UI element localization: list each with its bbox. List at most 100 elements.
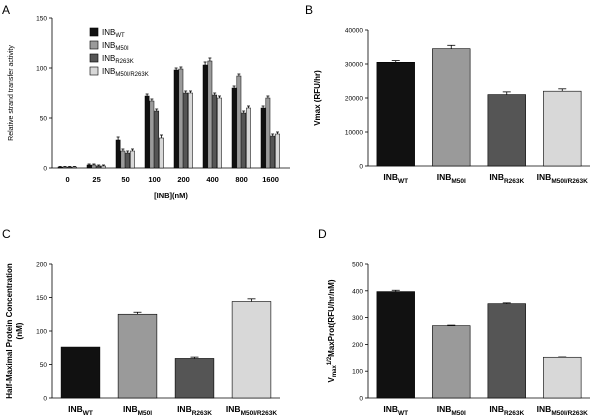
bar bbox=[149, 100, 155, 169]
y-tick-label: 100 bbox=[36, 66, 47, 73]
bar bbox=[246, 107, 251, 169]
x-axis-title: [INB](nM) bbox=[154, 191, 188, 200]
y-tick-label: 0 bbox=[43, 166, 47, 173]
bar bbox=[265, 97, 271, 169]
bar bbox=[270, 135, 276, 169]
x-tick-label: 50 bbox=[121, 175, 129, 184]
x-tick-label: 200 bbox=[177, 175, 190, 184]
y-tick-label: 0 bbox=[359, 164, 363, 171]
x-tick-label: INBWT bbox=[383, 404, 408, 417]
bar bbox=[115, 139, 121, 169]
bar bbox=[207, 60, 213, 169]
panel-letter-c: C bbox=[2, 227, 11, 241]
x-tick-label: 1600 bbox=[262, 175, 279, 184]
y-tick-label: 50 bbox=[40, 116, 48, 123]
y-tick-label: 100 bbox=[352, 369, 363, 376]
bar bbox=[91, 164, 97, 169]
bar bbox=[376, 61, 415, 167]
bar bbox=[202, 64, 208, 169]
legend-label-wt: INBWT bbox=[102, 28, 125, 39]
bar bbox=[173, 69, 179, 169]
legend-label-m50i-r263k: INBM50I/R263K bbox=[102, 67, 149, 78]
x-tick-label: INBR263K bbox=[177, 404, 212, 417]
x-tick-label: INBM50I/R263K bbox=[537, 404, 588, 417]
bar bbox=[188, 92, 193, 169]
y-tick-label: 0 bbox=[359, 396, 363, 403]
bar bbox=[86, 164, 92, 169]
y-tick-label: 0 bbox=[43, 396, 47, 403]
panel-b-chart: 0 10000 20000 30000 40000 INBWT INBM50I INBR263… bbox=[313, 28, 590, 185]
y-tick-label: 200 bbox=[352, 342, 363, 349]
bar bbox=[130, 150, 135, 169]
legend-swatch-m50i bbox=[89, 40, 99, 50]
bar bbox=[178, 68, 184, 169]
bar bbox=[543, 90, 582, 167]
bar bbox=[96, 165, 102, 169]
bar bbox=[231, 87, 237, 169]
bar bbox=[67, 166, 73, 169]
x-tick-label: 25 bbox=[92, 175, 100, 184]
x-tick-label: INBWT bbox=[383, 172, 408, 185]
bar bbox=[117, 313, 158, 399]
x-tick-label: 0 bbox=[66, 175, 70, 184]
bar bbox=[432, 48, 471, 167]
bar bbox=[241, 112, 247, 169]
y-tick-label: 100 bbox=[36, 329, 47, 336]
y-tick-label: 40000 bbox=[345, 28, 363, 35]
y-axis-title: Relative strand transfer activity bbox=[8, 45, 15, 141]
y-tick-label: 400 bbox=[352, 288, 363, 295]
legend: INBWT INBM50I INBR263K INBM50I/R263K bbox=[89, 27, 149, 78]
x-tick-label: INBM50I/R263K bbox=[226, 404, 277, 417]
x-tick-label: INBR263K bbox=[489, 404, 524, 417]
bar bbox=[159, 137, 164, 169]
bar bbox=[144, 95, 150, 169]
bar bbox=[236, 75, 242, 169]
y-tick-label: 10000 bbox=[345, 130, 363, 137]
bar bbox=[60, 346, 101, 399]
x-tick-label: INBM50I bbox=[437, 404, 466, 417]
x-tick-label: INBM50I/R263K bbox=[537, 172, 588, 185]
bar bbox=[231, 301, 272, 399]
bar bbox=[217, 97, 222, 169]
bar bbox=[62, 166, 68, 169]
bar bbox=[125, 152, 131, 169]
x-tick-label: INBM50I bbox=[437, 172, 466, 185]
y-tick-label: 150 bbox=[36, 16, 47, 23]
x-tick-label: INBR263K bbox=[489, 172, 524, 185]
bar bbox=[174, 358, 215, 399]
legend-label-m50i: INBM50I bbox=[102, 41, 129, 52]
bar bbox=[376, 291, 415, 399]
bar bbox=[260, 107, 266, 169]
bar bbox=[275, 133, 280, 169]
y-tick-label: 20000 bbox=[345, 96, 363, 103]
y-tick-label: 30000 bbox=[345, 62, 363, 69]
bar bbox=[543, 356, 582, 399]
panel-letter-a: A bbox=[2, 3, 10, 17]
y-tick-label: 200 bbox=[36, 262, 47, 269]
y-tick-label: 300 bbox=[352, 315, 363, 322]
x-tick-label: INBM50I bbox=[123, 404, 152, 417]
bar bbox=[120, 150, 126, 169]
legend-swatch-wt bbox=[89, 27, 99, 37]
bar bbox=[72, 166, 77, 169]
x-tick-label: 800 bbox=[235, 175, 248, 184]
y-axis-title: Half-Maximal Protein Concentration(nM) bbox=[5, 263, 24, 399]
bar bbox=[212, 94, 218, 169]
y-tick-label: 50 bbox=[40, 362, 48, 369]
bar bbox=[487, 94, 526, 167]
panel-d-chart: 0 100 200 300 400 500 INBWT INBM50I INBR263K INBM… bbox=[327, 262, 590, 417]
legend-swatch-m50i-r263k bbox=[89, 66, 99, 76]
bar bbox=[57, 166, 63, 169]
panel-a-chart: 0 50 100 150 0 25 50 100 200 400 800 1600 [INB](nM) R… bbox=[8, 16, 290, 200]
bar bbox=[432, 325, 471, 399]
legend-swatch-r263k bbox=[89, 53, 99, 63]
panel-c-chart: 0 50 100 150 200 INBWT INBM50I INBR263K INBM50I/… bbox=[5, 262, 280, 417]
y-axis-title: Vmax (RFU/hr) bbox=[313, 70, 322, 126]
x-tick-label: 100 bbox=[148, 175, 161, 184]
legend-label-r263k: INBR263K bbox=[102, 54, 134, 65]
bar bbox=[154, 110, 160, 169]
panel-letter-b: B bbox=[305, 3, 313, 17]
x-tick-label: INBWT bbox=[68, 404, 93, 417]
y-tick-label: 500 bbox=[352, 262, 363, 269]
